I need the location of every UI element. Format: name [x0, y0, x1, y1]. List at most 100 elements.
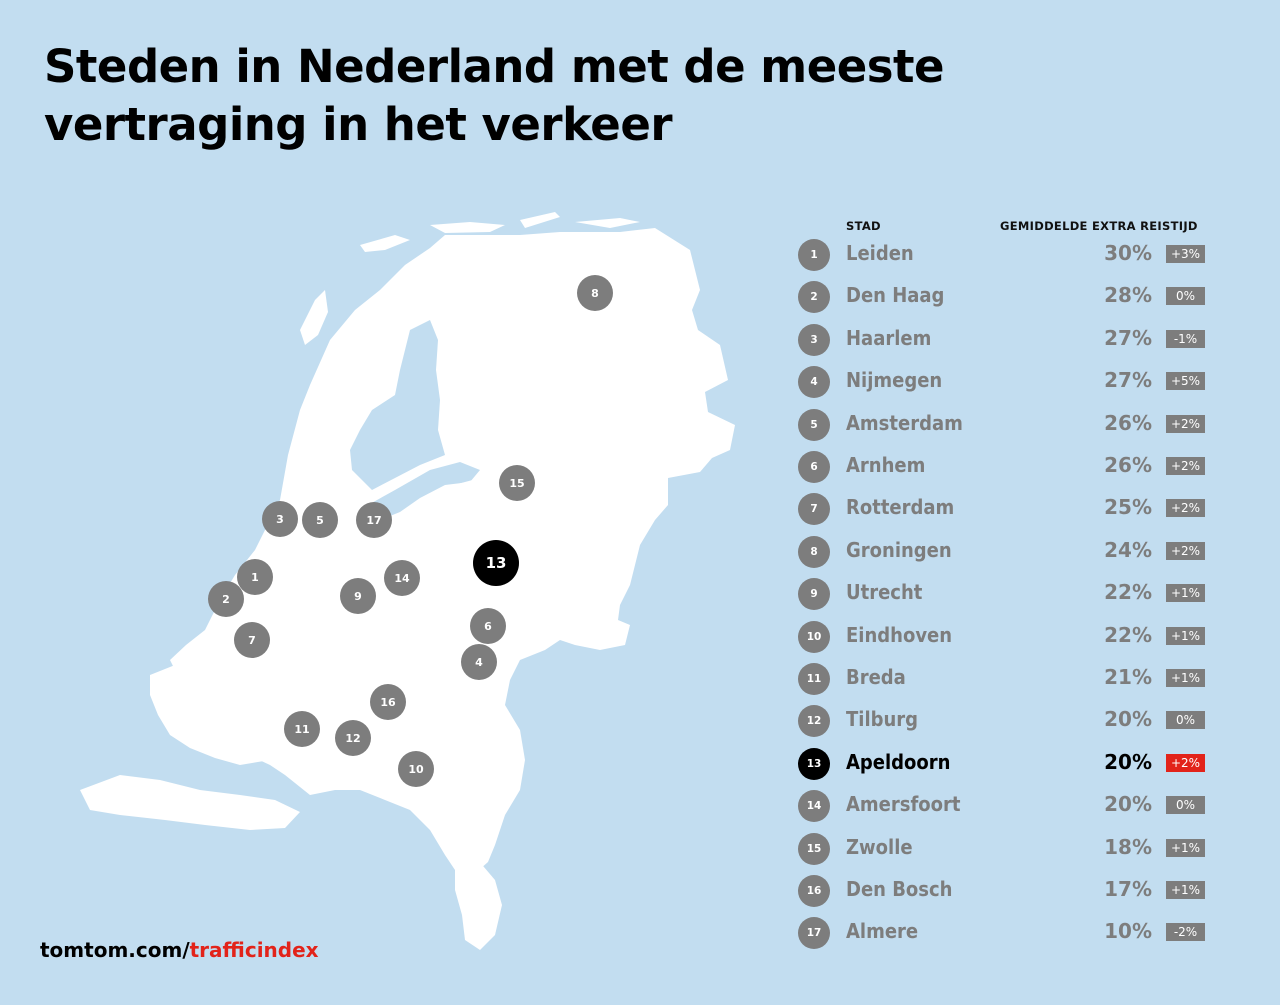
extra-time-percent: 18%: [1104, 834, 1152, 859]
map-pin-leiden[interactable]: 1: [237, 559, 273, 595]
change-badge: +3%: [1166, 245, 1205, 263]
change-badge: 0%: [1166, 711, 1205, 730]
rank-badge: 15: [798, 832, 830, 865]
land-limburg: [455, 860, 502, 950]
rank-badge: 9: [798, 578, 830, 611]
ranking-row: 12 Tilburg 20% 0%: [798, 704, 1218, 740]
land-schiermonnikoog: [575, 218, 640, 228]
change-badge: +1%: [1166, 838, 1205, 857]
map-pin-amsterdam[interactable]: 5: [302, 502, 338, 538]
city-name: Apeldoorn: [846, 749, 951, 774]
rank-badge: 17: [798, 917, 830, 950]
change-badge: +5%: [1166, 372, 1205, 391]
extra-time-percent: 21%: [1104, 665, 1152, 689]
extra-time-percent: 24%: [1104, 537, 1152, 562]
map-pin-eindhoven[interactable]: 10: [398, 751, 434, 787]
extra-time-percent: 20%: [1104, 749, 1152, 774]
rank-badge: 11: [798, 663, 830, 695]
extra-time-percent: 22%: [1104, 622, 1152, 647]
extra-time-percent: 27%: [1104, 325, 1152, 350]
column-header-extra-time: GEMIDDELDE EXTRA REISTIJD: [1000, 219, 1198, 233]
change-badge: 0%: [1166, 796, 1205, 815]
map-pin-arnhem[interactable]: 6: [470, 608, 506, 644]
footer-domain: tomtom.com/: [40, 938, 190, 962]
change-badge: -2%: [1166, 923, 1205, 942]
city-name: Tilburg: [846, 707, 919, 732]
map-pin-nijmegen[interactable]: 4: [461, 644, 497, 680]
map-pin-rotterdam[interactable]: 7: [234, 622, 270, 658]
ranking-row: 10 Eindhoven 22% +1%: [798, 620, 1218, 656]
map-pin-breda[interactable]: 11: [284, 711, 320, 747]
title-line-1: Steden in Nederland met de meeste: [44, 40, 945, 93]
land-terschelling: [430, 222, 505, 233]
rank-badge: 7: [798, 493, 830, 526]
extra-time-percent: 10%: [1104, 919, 1152, 944]
map-pin-haarlem[interactable]: 3: [262, 501, 298, 537]
extra-time-percent: 26%: [1104, 453, 1152, 477]
footer-path: trafficindex: [189, 938, 319, 962]
map-pin-tilburg[interactable]: 12: [335, 720, 371, 756]
map-pin-apeldoorn[interactable]: 13: [473, 540, 519, 586]
land-texel: [300, 290, 328, 345]
land-mainland: [170, 228, 735, 878]
city-name: Zwolle: [846, 834, 913, 859]
city-name: Utrecht: [846, 580, 923, 605]
ranking-row: 7 Rotterdam 25% +2%: [798, 492, 1218, 528]
map-pin-almere[interactable]: 17: [356, 502, 392, 538]
city-name: Nijmegen: [846, 368, 943, 393]
rank-badge: 12: [798, 705, 830, 738]
city-name: Almere: [846, 919, 919, 944]
change-badge: +2%: [1166, 541, 1205, 560]
ranking-row: 17 Almere 10% -2%: [798, 916, 1218, 952]
ranking-row: 14 Amersfoort 20% 0%: [798, 789, 1218, 825]
title-line-2: vertraging in het verkeer: [44, 98, 673, 151]
extra-time-percent: 28%: [1104, 283, 1152, 308]
map-pin-groningen[interactable]: 8: [577, 275, 613, 311]
ranking-row: 6 Arnhem 26% +2%: [798, 450, 1218, 486]
city-name: Breda: [846, 665, 906, 689]
lake-ijsselmeer: [350, 320, 445, 490]
rank-badge: 13: [798, 747, 830, 780]
map-pin-den-haag[interactable]: 2: [208, 581, 244, 617]
rank-badge: 10: [798, 620, 830, 653]
change-badge: +1%: [1166, 626, 1205, 645]
land-zeeuws-vlaanderen: [80, 775, 300, 830]
land-ameland: [520, 212, 560, 228]
map-pin-den-bosch[interactable]: 16: [370, 684, 406, 720]
city-name: Arnhem: [846, 453, 926, 477]
change-badge: +2%: [1166, 457, 1205, 475]
ranking-row: 4 Nijmegen 27% +5%: [798, 365, 1218, 401]
rank-badge: 3: [798, 323, 830, 356]
city-name: Amsterdam: [846, 410, 963, 435]
change-badge: +2%: [1166, 499, 1205, 518]
page-title: Steden in Nederland met de meeste vertra…: [44, 38, 1044, 154]
extra-time-percent: 20%: [1104, 707, 1152, 732]
change-badge: 0%: [1166, 287, 1205, 306]
map-pin-zwolle[interactable]: 15: [499, 465, 535, 501]
change-badge: +1%: [1166, 584, 1205, 603]
change-badge: -1%: [1166, 329, 1205, 348]
rank-badge: 2: [798, 281, 830, 314]
map-pin-amersfoort[interactable]: 14: [384, 560, 420, 596]
rank-badge: 14: [798, 790, 830, 823]
ranking-row: 3 Haarlem 27% -1%: [798, 323, 1218, 359]
city-name: Den Bosch: [846, 877, 953, 901]
rank-badge: 1: [798, 239, 830, 271]
extra-time-percent: 17%: [1104, 877, 1152, 901]
ranking-row: 9 Utrecht 22% +1%: [798, 577, 1218, 613]
city-name: Den Haag: [846, 283, 945, 308]
city-name: Amersfoort: [846, 792, 961, 817]
ranking-row: 16 Den Bosch 17% +1%: [798, 874, 1218, 910]
ranking-row: 11 Breda 21% +1%: [798, 662, 1218, 698]
change-badge: +2%: [1166, 414, 1205, 433]
footer-url[interactable]: tomtom.com/trafficindex: [40, 938, 319, 962]
lake-markermeer: [368, 462, 480, 520]
ranking-row: 15 Zwolle 18% +1%: [798, 832, 1218, 868]
ranking-row: 2 Den Haag 28% 0%: [798, 280, 1218, 316]
city-name: Eindhoven: [846, 622, 953, 647]
city-name: Rotterdam: [846, 495, 955, 520]
map-pin-utrecht[interactable]: 9: [340, 578, 376, 614]
extra-time-percent: 26%: [1104, 410, 1152, 435]
ranking-row: 13 Apeldoorn 20% +2%: [798, 747, 1218, 783]
rank-badge: 6: [798, 451, 830, 483]
